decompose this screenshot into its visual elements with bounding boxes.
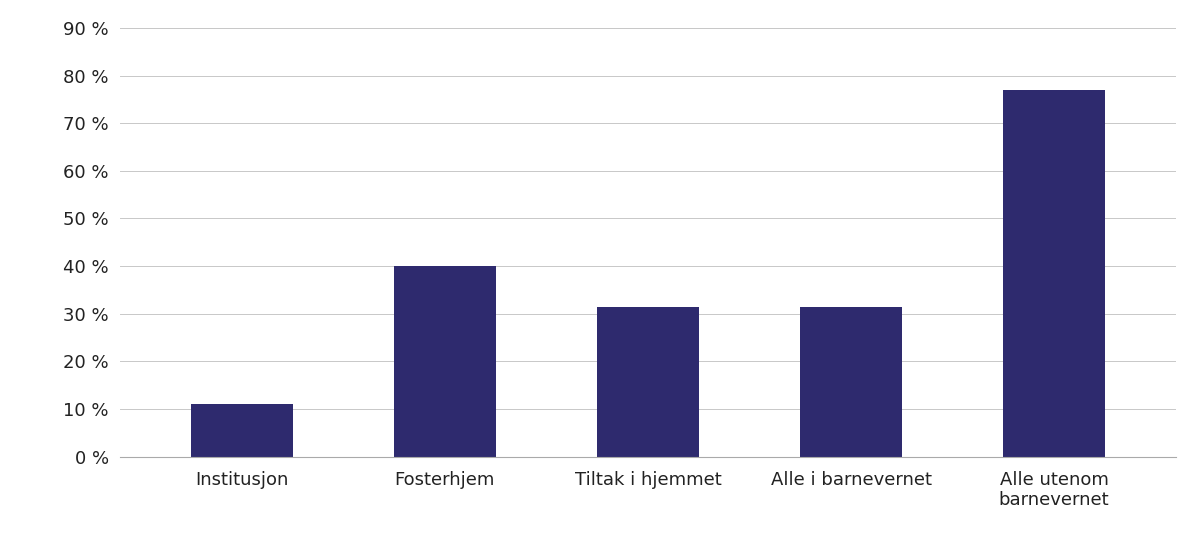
Bar (191, 404, 293, 457)
Bar (800, 306, 902, 457)
Bar (1003, 90, 1105, 457)
Bar (394, 266, 496, 457)
Bar (598, 306, 698, 457)
